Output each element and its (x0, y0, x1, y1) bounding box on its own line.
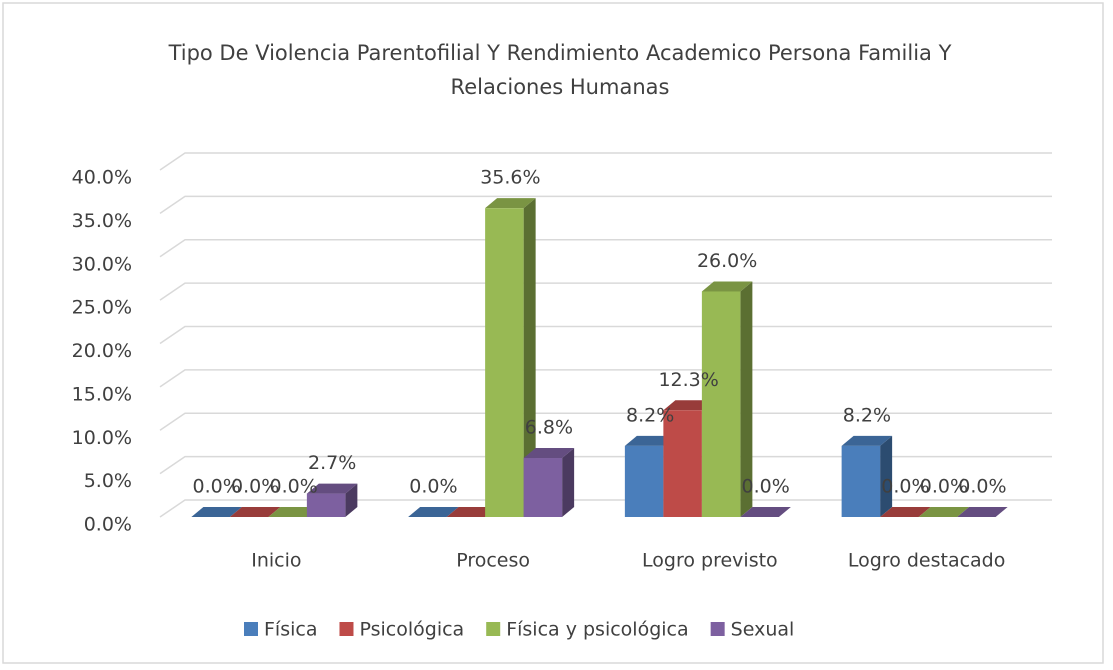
x-tick-label: Logro destacado (848, 550, 1006, 572)
y-tick-label: 10.0% (72, 427, 132, 449)
legend-swatch (710, 622, 725, 636)
grid-line (159, 455, 1052, 475)
bar-top (740, 507, 791, 517)
bar-top (408, 507, 459, 517)
bar-top (918, 507, 970, 517)
grid-line (159, 412, 1052, 431)
bar (523, 458, 563, 517)
bar-side (740, 281, 753, 517)
bar-top (523, 448, 575, 459)
bar-top (485, 198, 536, 209)
x-tick-label: Inicio (251, 550, 301, 572)
data-label: 6.8% (525, 417, 573, 439)
y-tick-label: 15.0% (72, 383, 132, 405)
data-label: 8.2% (843, 404, 891, 426)
chart-title: Tipo De Violencia Parentofilial Y Rendim… (168, 41, 952, 99)
y-tick-label: 5.0% (84, 470, 132, 492)
grid-line (159, 195, 1052, 214)
bar (624, 445, 664, 517)
data-label: 26.0% (697, 250, 757, 272)
legend-swatch (339, 622, 354, 636)
bar (306, 493, 346, 517)
bar-top (701, 281, 753, 292)
x-tick-label: Logro previsto (642, 550, 778, 572)
bar-top (191, 507, 242, 517)
grid-line (159, 325, 1052, 345)
y-tick-label: 35.0% (72, 210, 132, 232)
y-tick-label: 25.0% (72, 297, 132, 319)
legend-label: Física y psicológica (506, 619, 688, 641)
bar-side (562, 448, 575, 517)
bar-top (663, 400, 714, 411)
legend-swatch (244, 622, 258, 636)
bar-top (957, 507, 1008, 517)
x-tick-label: Proceso (456, 550, 530, 572)
bar-top (624, 435, 676, 446)
data-label: 0.0% (231, 476, 279, 498)
y-tick-label: 20.0% (72, 340, 132, 362)
bar-top (268, 507, 319, 517)
bar (841, 445, 881, 517)
bar (663, 410, 702, 517)
bar-top (229, 507, 281, 517)
y-tick-label: 0.0% (84, 514, 132, 536)
legend-label: Sexual (731, 619, 795, 641)
bar-top (880, 507, 931, 517)
legend-label: Física (264, 619, 317, 641)
data-label: 2.7% (308, 452, 356, 474)
bar-side (880, 435, 893, 517)
data-label: 0.0% (920, 476, 968, 498)
bar-top (446, 507, 498, 517)
data-label: 0.0% (958, 476, 1006, 498)
data-label: 0.0% (269, 476, 317, 498)
legend-label: Psicológica (359, 619, 464, 641)
bar-top (306, 483, 358, 494)
y-tick-label: 30.0% (72, 253, 132, 275)
legend-swatch (486, 622, 501, 636)
bar-side (523, 198, 536, 518)
data-label: 12.3% (658, 369, 718, 391)
grid-line (159, 152, 1052, 171)
data-label: 0.0% (881, 476, 929, 498)
bar-side (345, 483, 358, 517)
grid-line (159, 369, 1052, 388)
data-label: 0.0% (741, 476, 789, 498)
data-label: 0.0% (192, 476, 240, 498)
data-label: 0.0% (409, 476, 457, 498)
data-label: 8.2% (626, 404, 674, 426)
y-tick-label: 40.0% (72, 167, 132, 189)
grid-line (159, 239, 1052, 258)
bar (701, 291, 741, 517)
grid-line (159, 499, 1052, 518)
data-label: 35.6% (480, 167, 540, 189)
chart-border (2, 2, 1104, 664)
bar-top (841, 435, 893, 446)
bar (485, 208, 524, 518)
grid-line (159, 282, 1052, 301)
